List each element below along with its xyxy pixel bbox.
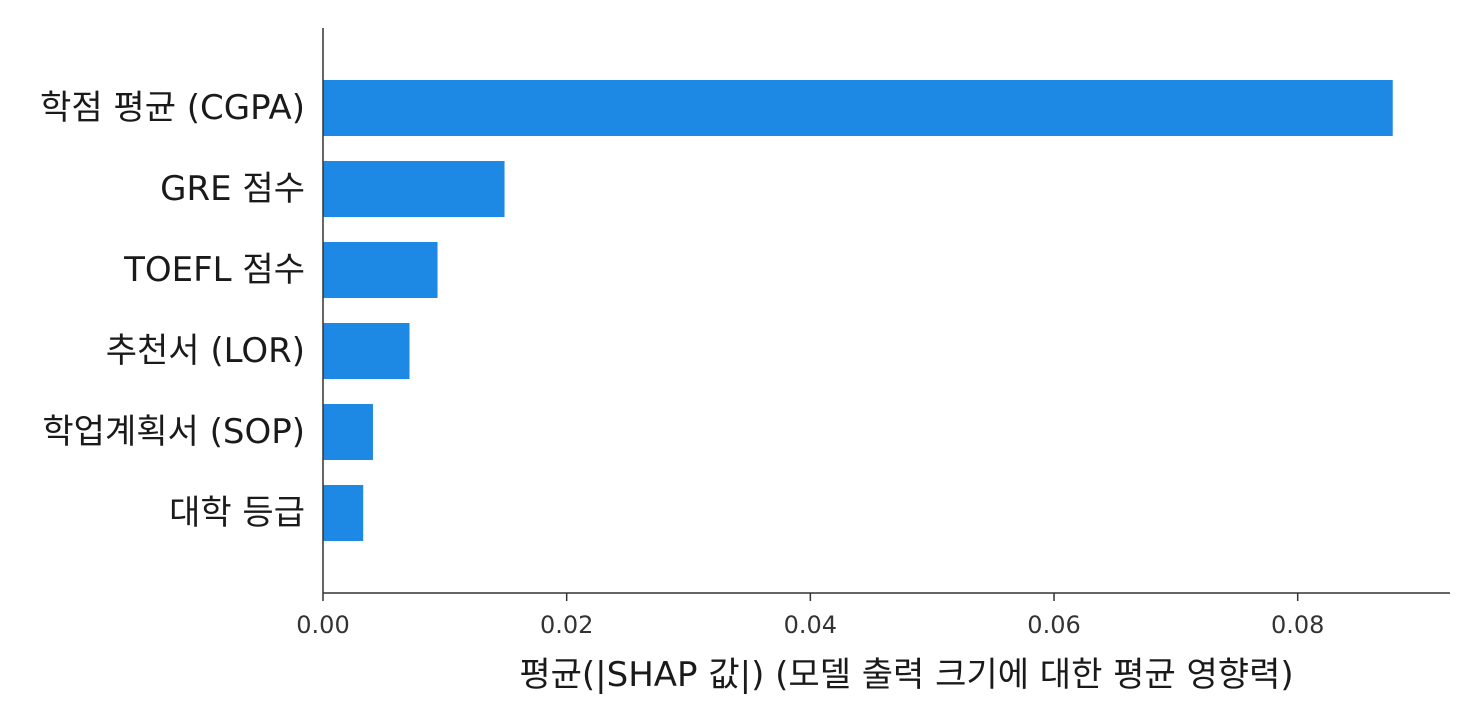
category-label: TOEFL 점수 (123, 250, 305, 290)
x-tick-label: 0.04 (784, 611, 837, 639)
bar (323, 404, 373, 460)
x-tick-label: 0.02 (540, 611, 593, 639)
x-tick-label: 0.08 (1271, 611, 1324, 639)
bar (323, 161, 505, 217)
x-tick-label: 0.06 (1027, 611, 1080, 639)
x-tick-label: 0.00 (296, 611, 349, 639)
x-axis-title: 평균(|SHAP 값|) (모델 출력 크기에 대한 평균 영향력) (519, 655, 1293, 695)
bars-group (323, 80, 1393, 541)
x-ticks: 0.00 0.02 0.04 0.06 0.08 (296, 593, 1324, 639)
bar (323, 242, 438, 298)
bar (323, 323, 410, 379)
category-label: 추천서 (LOR) (106, 331, 305, 371)
category-label: 대학 등급 (169, 493, 305, 533)
bar (323, 80, 1393, 136)
bar (323, 485, 364, 541)
category-label: 학점 평균 (CGPA) (40, 88, 305, 128)
category-label: 학업계획서 (SOP) (42, 412, 305, 452)
category-label: GRE 점수 (160, 169, 305, 209)
